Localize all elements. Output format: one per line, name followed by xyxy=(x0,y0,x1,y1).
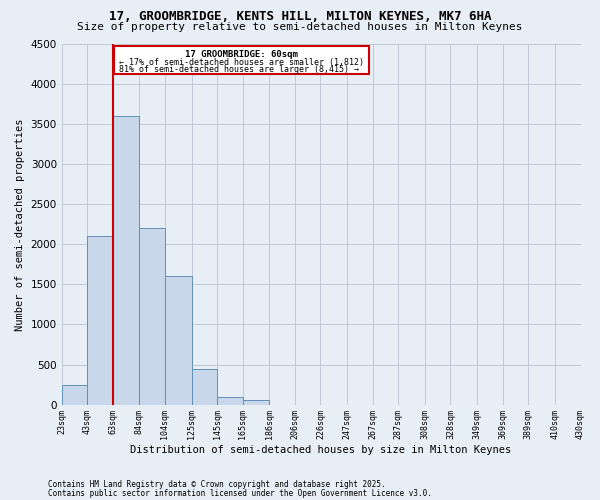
Text: Contains public sector information licensed under the Open Government Licence v3: Contains public sector information licen… xyxy=(48,488,432,498)
Bar xyxy=(87,236,113,404)
Bar xyxy=(139,228,165,404)
Bar xyxy=(165,276,191,404)
Bar xyxy=(113,116,139,405)
Text: Contains HM Land Registry data © Crown copyright and database right 2025.: Contains HM Land Registry data © Crown c… xyxy=(48,480,386,489)
X-axis label: Distribution of semi-detached houses by size in Milton Keynes: Distribution of semi-detached houses by … xyxy=(130,445,512,455)
Text: 17, GROOMBRIDGE, KENTS HILL, MILTON KEYNES, MK7 6HA: 17, GROOMBRIDGE, KENTS HILL, MILTON KEYN… xyxy=(109,10,491,23)
Bar xyxy=(242,400,269,404)
Bar xyxy=(217,396,242,404)
Text: 17 GROOMBRIDGE: 60sqm: 17 GROOMBRIDGE: 60sqm xyxy=(185,50,298,59)
Text: ← 17% of semi-detached houses are smaller (1,812): ← 17% of semi-detached houses are smalle… xyxy=(119,58,364,66)
FancyBboxPatch shape xyxy=(114,46,369,74)
Text: Size of property relative to semi-detached houses in Milton Keynes: Size of property relative to semi-detach… xyxy=(77,22,523,32)
Bar xyxy=(191,368,217,404)
Bar xyxy=(62,384,87,404)
Y-axis label: Number of semi-detached properties: Number of semi-detached properties xyxy=(15,118,25,330)
Text: 81% of semi-detached houses are larger (8,415) →: 81% of semi-detached houses are larger (… xyxy=(119,65,359,74)
